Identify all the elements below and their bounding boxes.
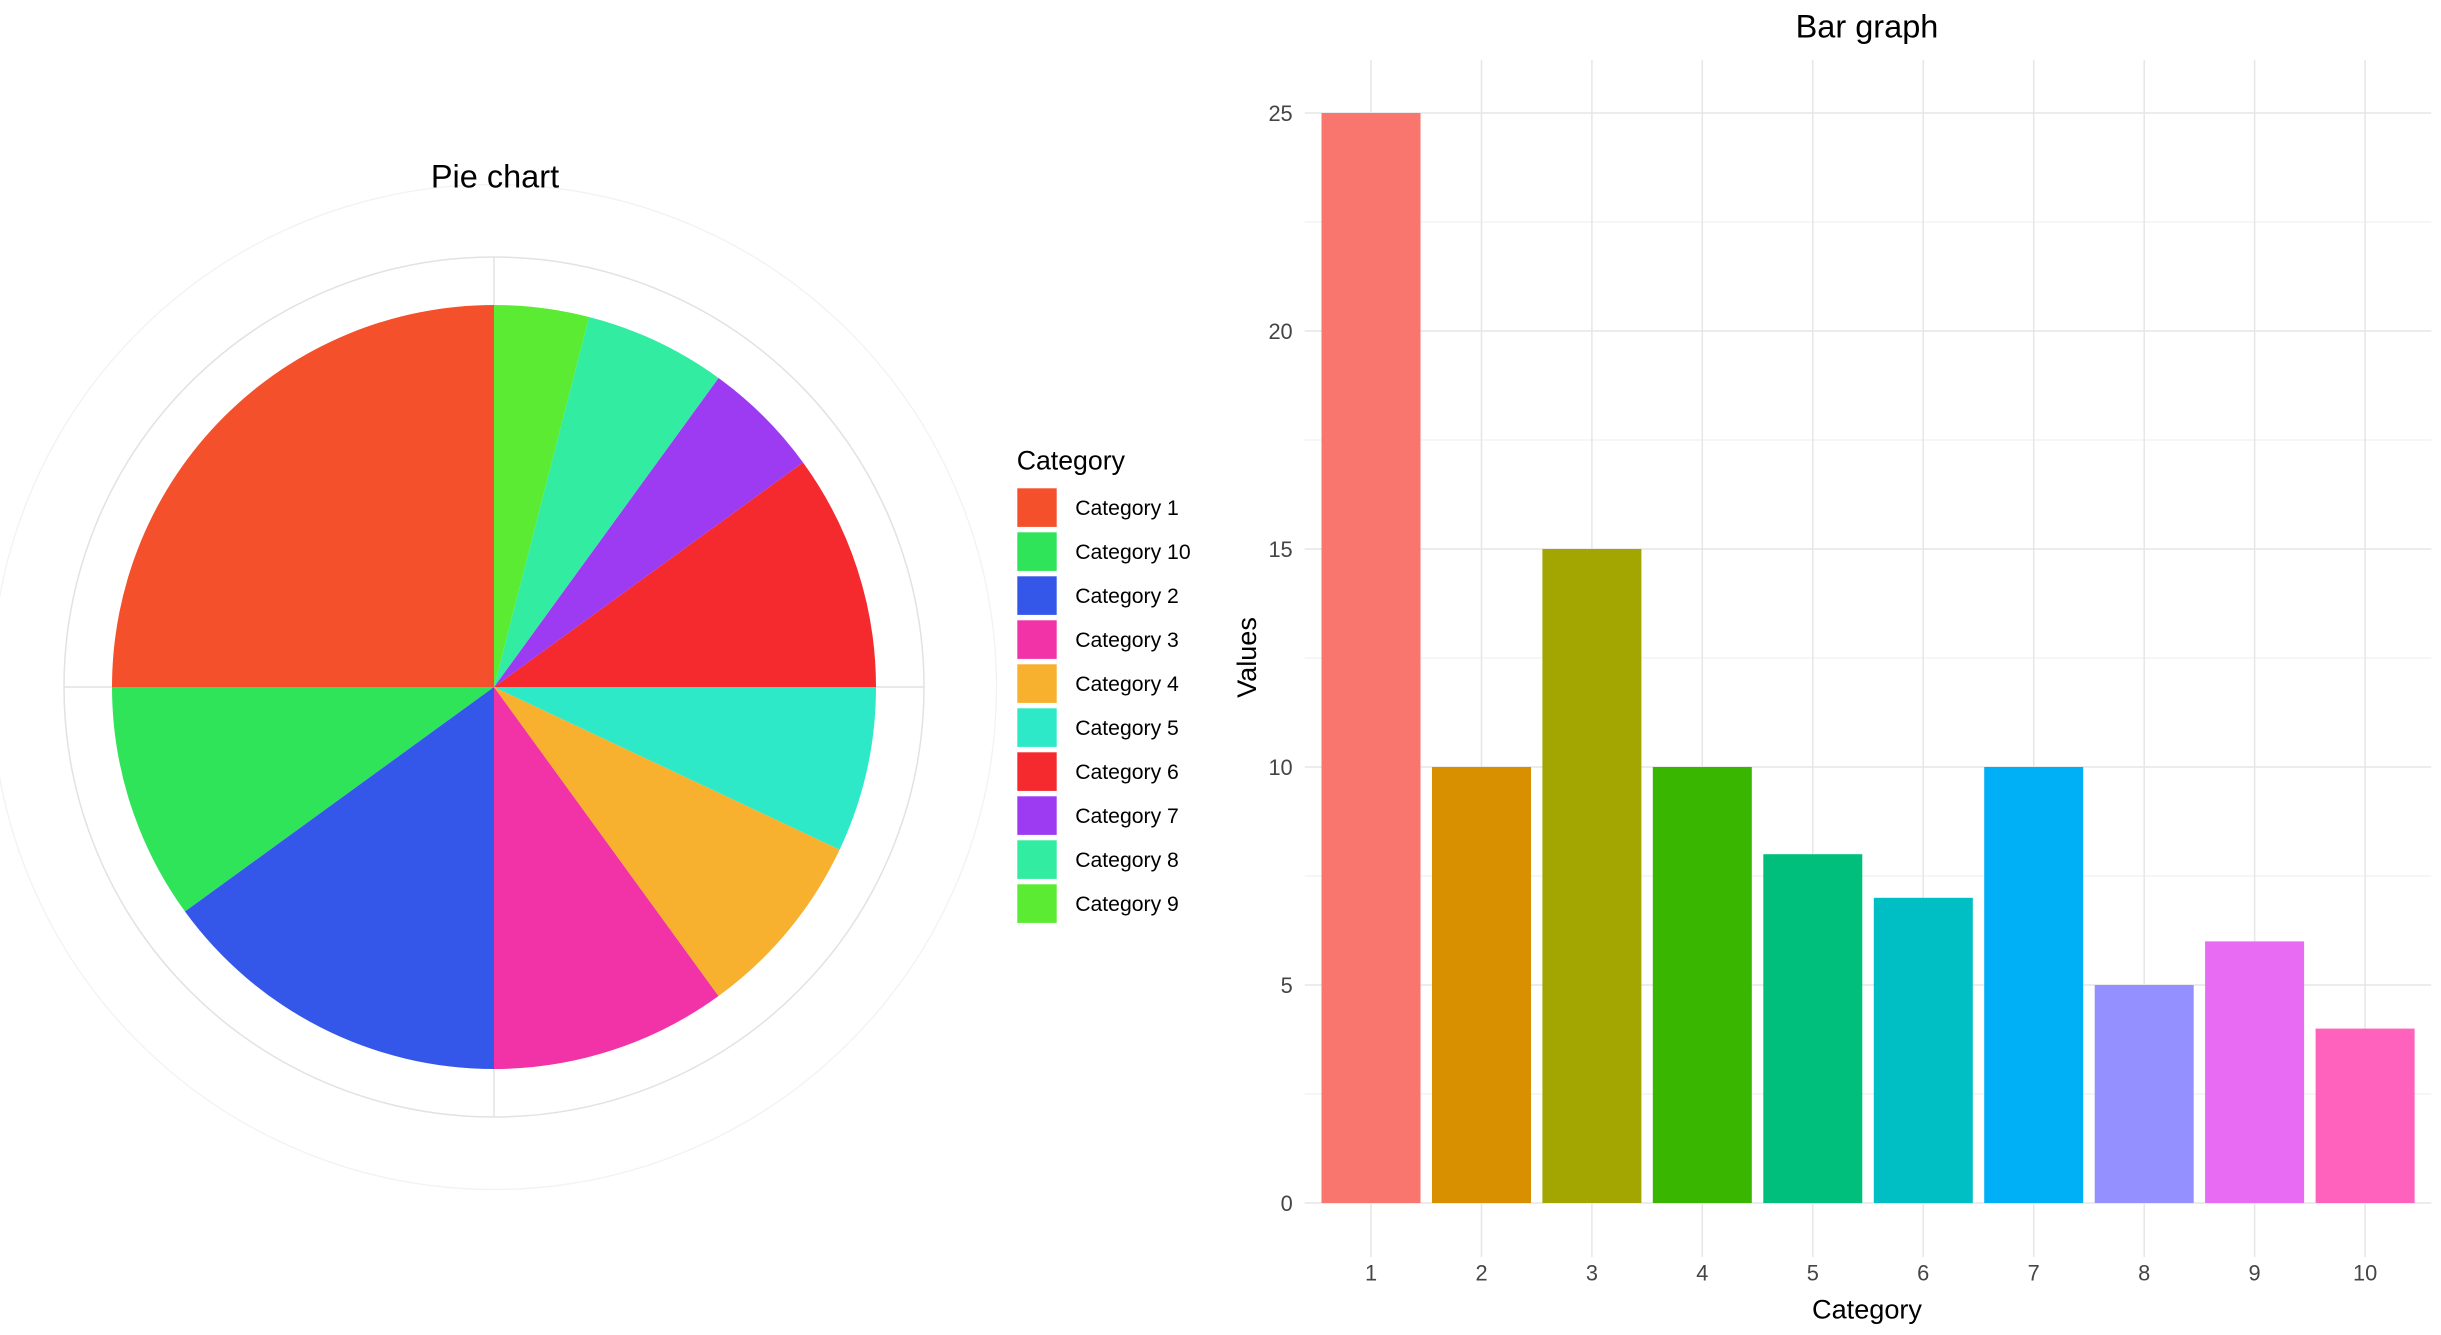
svg-text:5: 5: [1281, 973, 1293, 998]
svg-text:Pie chart: Pie chart: [431, 159, 559, 195]
svg-text:2: 2: [1475, 1260, 1487, 1285]
svg-text:Category 2: Category 2: [1075, 585, 1179, 608]
svg-text:Category 9: Category 9: [1075, 893, 1179, 916]
svg-text:6: 6: [1917, 1260, 1929, 1285]
svg-text:Category: Category: [1017, 446, 1126, 476]
svg-text:Category 7: Category 7: [1075, 805, 1179, 828]
svg-text:1: 1: [1365, 1260, 1377, 1285]
svg-text:15: 15: [1268, 537, 1292, 562]
svg-text:Category 5: Category 5: [1075, 717, 1179, 740]
svg-text:0: 0: [1281, 1191, 1293, 1216]
svg-text:10: 10: [1268, 755, 1292, 780]
svg-text:Values: Values: [1231, 617, 1262, 698]
svg-text:4: 4: [1696, 1260, 1708, 1285]
svg-text:8: 8: [2138, 1260, 2150, 1285]
svg-text:Category 3: Category 3: [1075, 629, 1179, 652]
svg-text:Category: Category: [1812, 1294, 1922, 1325]
svg-text:Category 6: Category 6: [1075, 761, 1179, 784]
svg-text:Category 1: Category 1: [1075, 497, 1179, 520]
svg-text:7: 7: [2028, 1260, 2040, 1285]
svg-text:5: 5: [1807, 1260, 1819, 1285]
svg-text:3: 3: [1586, 1260, 1598, 1285]
svg-text:Category 10: Category 10: [1075, 541, 1190, 564]
svg-text:Category 8: Category 8: [1075, 849, 1179, 872]
svg-text:Category 4: Category 4: [1075, 673, 1179, 696]
svg-text:Bar graph: Bar graph: [1796, 9, 1939, 45]
svg-text:9: 9: [2249, 1260, 2261, 1285]
svg-text:20: 20: [1268, 319, 1292, 344]
svg-text:25: 25: [1268, 101, 1292, 126]
svg-text:10: 10: [2353, 1260, 2377, 1285]
